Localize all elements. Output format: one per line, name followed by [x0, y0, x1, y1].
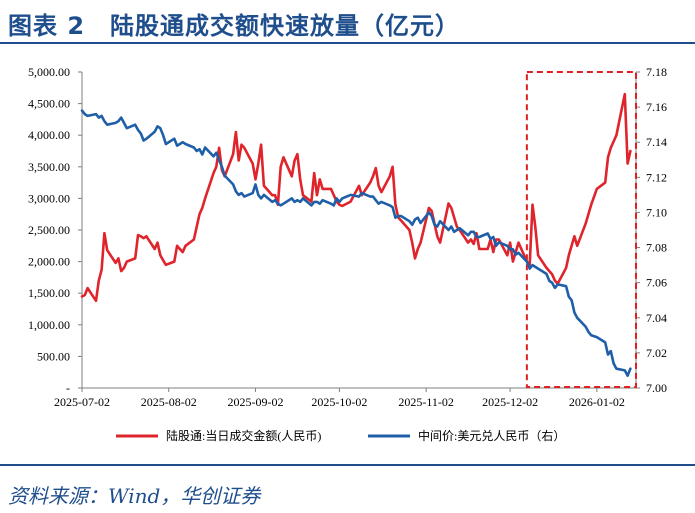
y-left-tick-label: 4,000.00 [28, 128, 70, 142]
chart-legend: 陆股通:当日成交金额(人民币) 中间价:美元兑人民币（右） [116, 428, 565, 443]
y-right-tick-label: 7.18 [646, 65, 667, 79]
y-right-tick-label: 7.14 [646, 135, 667, 149]
legend-label: 陆股通:当日成交金额(人民币) [166, 428, 321, 443]
y-left-tick-label: 4,500.00 [28, 97, 70, 111]
y-left-tick-label: 2,000.00 [28, 255, 70, 269]
chart: - 500.00 1,000.00 1,500.00 2,000.00 2,500.00 3… [28, 65, 667, 443]
x-tick-label: 2025-10-02 [311, 395, 367, 409]
x-tick-label: 2025-11-02 [398, 395, 454, 409]
chart-axes: - 500.00 1,000.00 1,500.00 2,000.00 2,500.00 3… [28, 65, 667, 409]
highlight-box [525, 71, 637, 388]
y-right-tick-label: 7.08 [646, 241, 667, 255]
series-line-turnover [80, 92, 632, 303]
y-right-tick-label: 7.04 [646, 311, 667, 325]
x-tick-label: 2025-08-02 [141, 395, 197, 409]
y-left-tick-label: 2,500.00 [28, 223, 70, 237]
y-left-tick-label: - [66, 381, 70, 395]
y-right-tick-label: 7.10 [646, 205, 667, 219]
x-tick-label: 2025-07-02 [54, 395, 110, 409]
highlight-box-rect [525, 71, 637, 388]
chart-series [80, 92, 632, 378]
x-tick-label: 2026-01-02 [569, 395, 625, 409]
y-right-tick-label: 7.16 [646, 100, 667, 114]
title-bar: 图表 2 陆股通成交额快速放量（亿元） [0, 0, 695, 44]
y-right-tick-label: 7.06 [646, 276, 667, 290]
y-right-tick-label: 7.12 [646, 170, 667, 184]
series-line-usdcny [80, 109, 632, 378]
y-left-tick-label: 3,000.00 [28, 191, 70, 205]
y-left-tick-label: 500.00 [37, 349, 70, 363]
footer-rule [0, 464, 695, 466]
y-left-tick-label: 3,500.00 [28, 160, 70, 174]
y-left-tick-label: 5,000.00 [28, 65, 70, 79]
y-left-tick-label: 1,500.00 [28, 286, 70, 300]
page-title: 图表 2 陆股通成交额快速放量（亿元） [8, 12, 461, 40]
y-right-tick-label: 7.00 [646, 381, 667, 395]
y-right-tick-label: 7.02 [646, 346, 667, 360]
source-note: 资料来源：Wind，华创证券 [8, 484, 261, 508]
title-rule [0, 42, 695, 44]
legend-label: 中间价:美元兑人民币（右） [418, 428, 565, 443]
x-tick-label: 2025-09-02 [227, 395, 283, 409]
y-left-tick-label: 1,000.00 [28, 318, 70, 332]
x-tick-label: 2025-12-02 [482, 395, 538, 409]
